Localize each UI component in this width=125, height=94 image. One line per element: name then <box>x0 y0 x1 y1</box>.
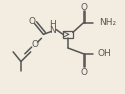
Text: H: H <box>49 20 56 29</box>
Text: N: N <box>49 26 56 35</box>
Text: O: O <box>80 68 87 77</box>
Text: O: O <box>31 40 38 49</box>
Text: O: O <box>28 17 35 26</box>
Text: O: O <box>80 3 87 12</box>
Text: NH₂: NH₂ <box>99 18 116 27</box>
Bar <box>63 30 73 38</box>
Text: OH: OH <box>97 49 111 58</box>
